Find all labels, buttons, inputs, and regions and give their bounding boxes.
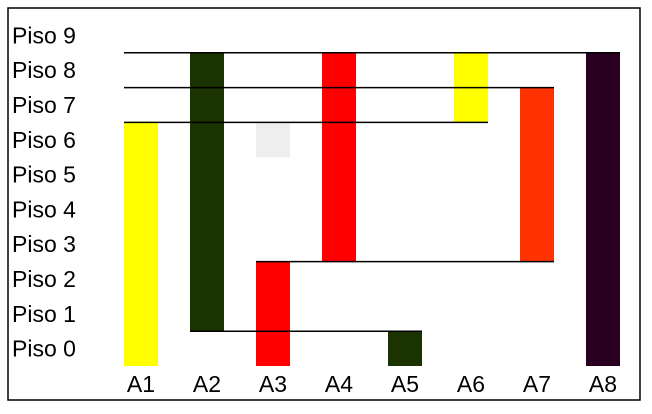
floor-label-7: Piso 7 <box>12 92 76 118</box>
floor-labels: Piso 0 Piso 1 Piso 2 Piso 3 Piso 4 Piso 5 Piso… <box>12 22 76 361</box>
floor-label-2: Piso 2 <box>12 266 76 292</box>
column-label-a2: A2 <box>193 371 221 397</box>
column-label-a6: A6 <box>457 371 485 397</box>
bar-a1-0 <box>124 122 158 367</box>
column-label-a4: A4 <box>325 371 353 397</box>
column-label-a1: A1 <box>127 371 155 397</box>
column-label-a8: A8 <box>589 371 617 397</box>
bar-a5-5 <box>388 331 422 366</box>
bar-a2-1 <box>190 52 224 332</box>
floor-label-0: Piso 0 <box>12 336 76 362</box>
floor-label-5: Piso 5 <box>12 162 76 188</box>
floor-label-3: Piso 3 <box>12 231 76 257</box>
floor-label-6: Piso 6 <box>12 127 76 153</box>
column-label-a7: A7 <box>523 371 551 397</box>
bar-a8-8 <box>586 52 620 367</box>
column-labels: A1 A2 A3 A4 A5 A6 A7 A8 <box>127 371 617 397</box>
floor-label-4: Piso 4 <box>12 196 76 222</box>
floor-label-9: Piso 9 <box>12 22 76 48</box>
bar-a4-4 <box>322 52 356 262</box>
bar-a3-2 <box>256 261 290 366</box>
connectors-layer <box>124 52 620 332</box>
column-label-a5: A5 <box>391 371 419 397</box>
floor-label-1: Piso 1 <box>12 301 76 327</box>
column-label-a3: A3 <box>259 371 287 397</box>
bar-a7-7 <box>520 87 554 262</box>
bar-a3-3 <box>256 122 290 158</box>
floor-label-8: Piso 8 <box>12 57 76 83</box>
